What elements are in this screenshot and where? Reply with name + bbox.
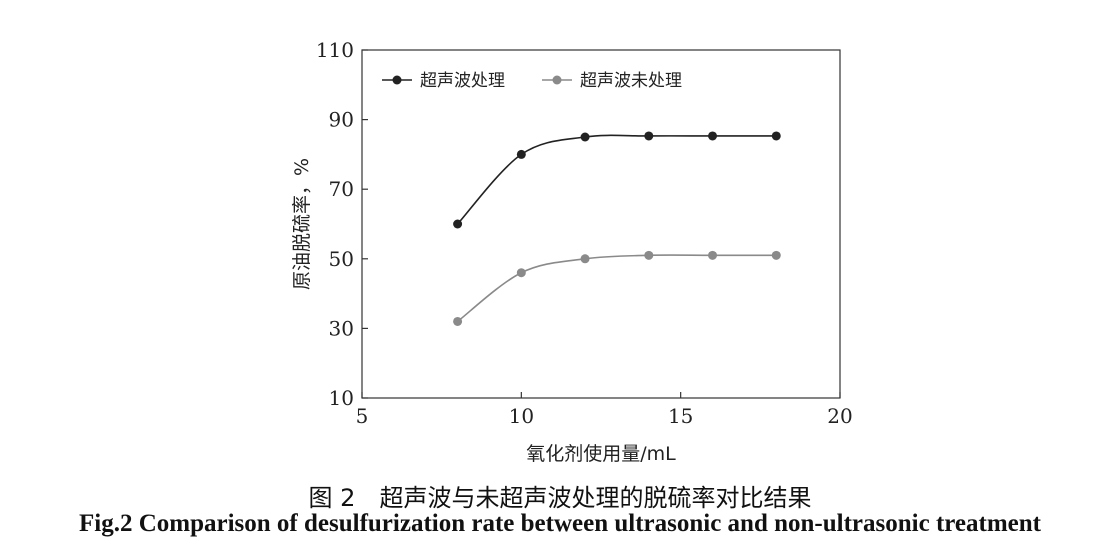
legend-entry-label: 超声波未处理 (580, 71, 682, 91)
series-1-point (644, 131, 654, 141)
x-tick-label: 10 (509, 404, 534, 428)
x-axis-label: 氧化剂使用量/mL (526, 443, 676, 465)
series-1-line (457, 134, 777, 225)
x-tick-label: 5 (356, 404, 369, 428)
y-tick-label: 70 (329, 177, 354, 201)
series-1-point (580, 132, 590, 142)
series-1-point (708, 131, 718, 141)
legend-entry-label: 超声波处理 (420, 71, 505, 91)
series-1 (453, 131, 781, 229)
figure-caption-chinese: 图 2 超声波与未超声波处理的脱硫率对比结果 (308, 484, 812, 512)
y-tick-label: 90 (329, 108, 354, 132)
legend-swatch-marker (552, 75, 562, 85)
legend: 超声波处理 超声波未处理 (382, 71, 682, 91)
y-tick-label: 10 (329, 386, 354, 410)
figure-caption-english: Fig.2 Comparison of desulfurization rate… (79, 510, 1041, 537)
series-2-point (644, 250, 654, 260)
series-2-point (453, 316, 463, 326)
y-tick-label: 50 (329, 247, 354, 271)
series-2-point (771, 250, 781, 260)
series-2-point (516, 268, 526, 278)
y-tick-label: 110 (316, 38, 354, 62)
series-2-point (708, 250, 718, 260)
series-1-point (453, 219, 463, 229)
legend-swatch-marker (392, 75, 402, 85)
series-2-line (457, 254, 777, 323)
series-2 (453, 250, 781, 326)
x-tick-label: 20 (827, 404, 852, 428)
series-1-point (771, 131, 781, 141)
y-tick-label: 30 (329, 316, 354, 340)
plot-area (361, 49, 841, 399)
series-layer (453, 131, 781, 326)
x-tick-label: 15 (668, 404, 693, 428)
y-axis-label: 原油脱硫率，% (291, 158, 313, 290)
series-2-point (580, 254, 590, 264)
series-1-point (516, 149, 526, 159)
